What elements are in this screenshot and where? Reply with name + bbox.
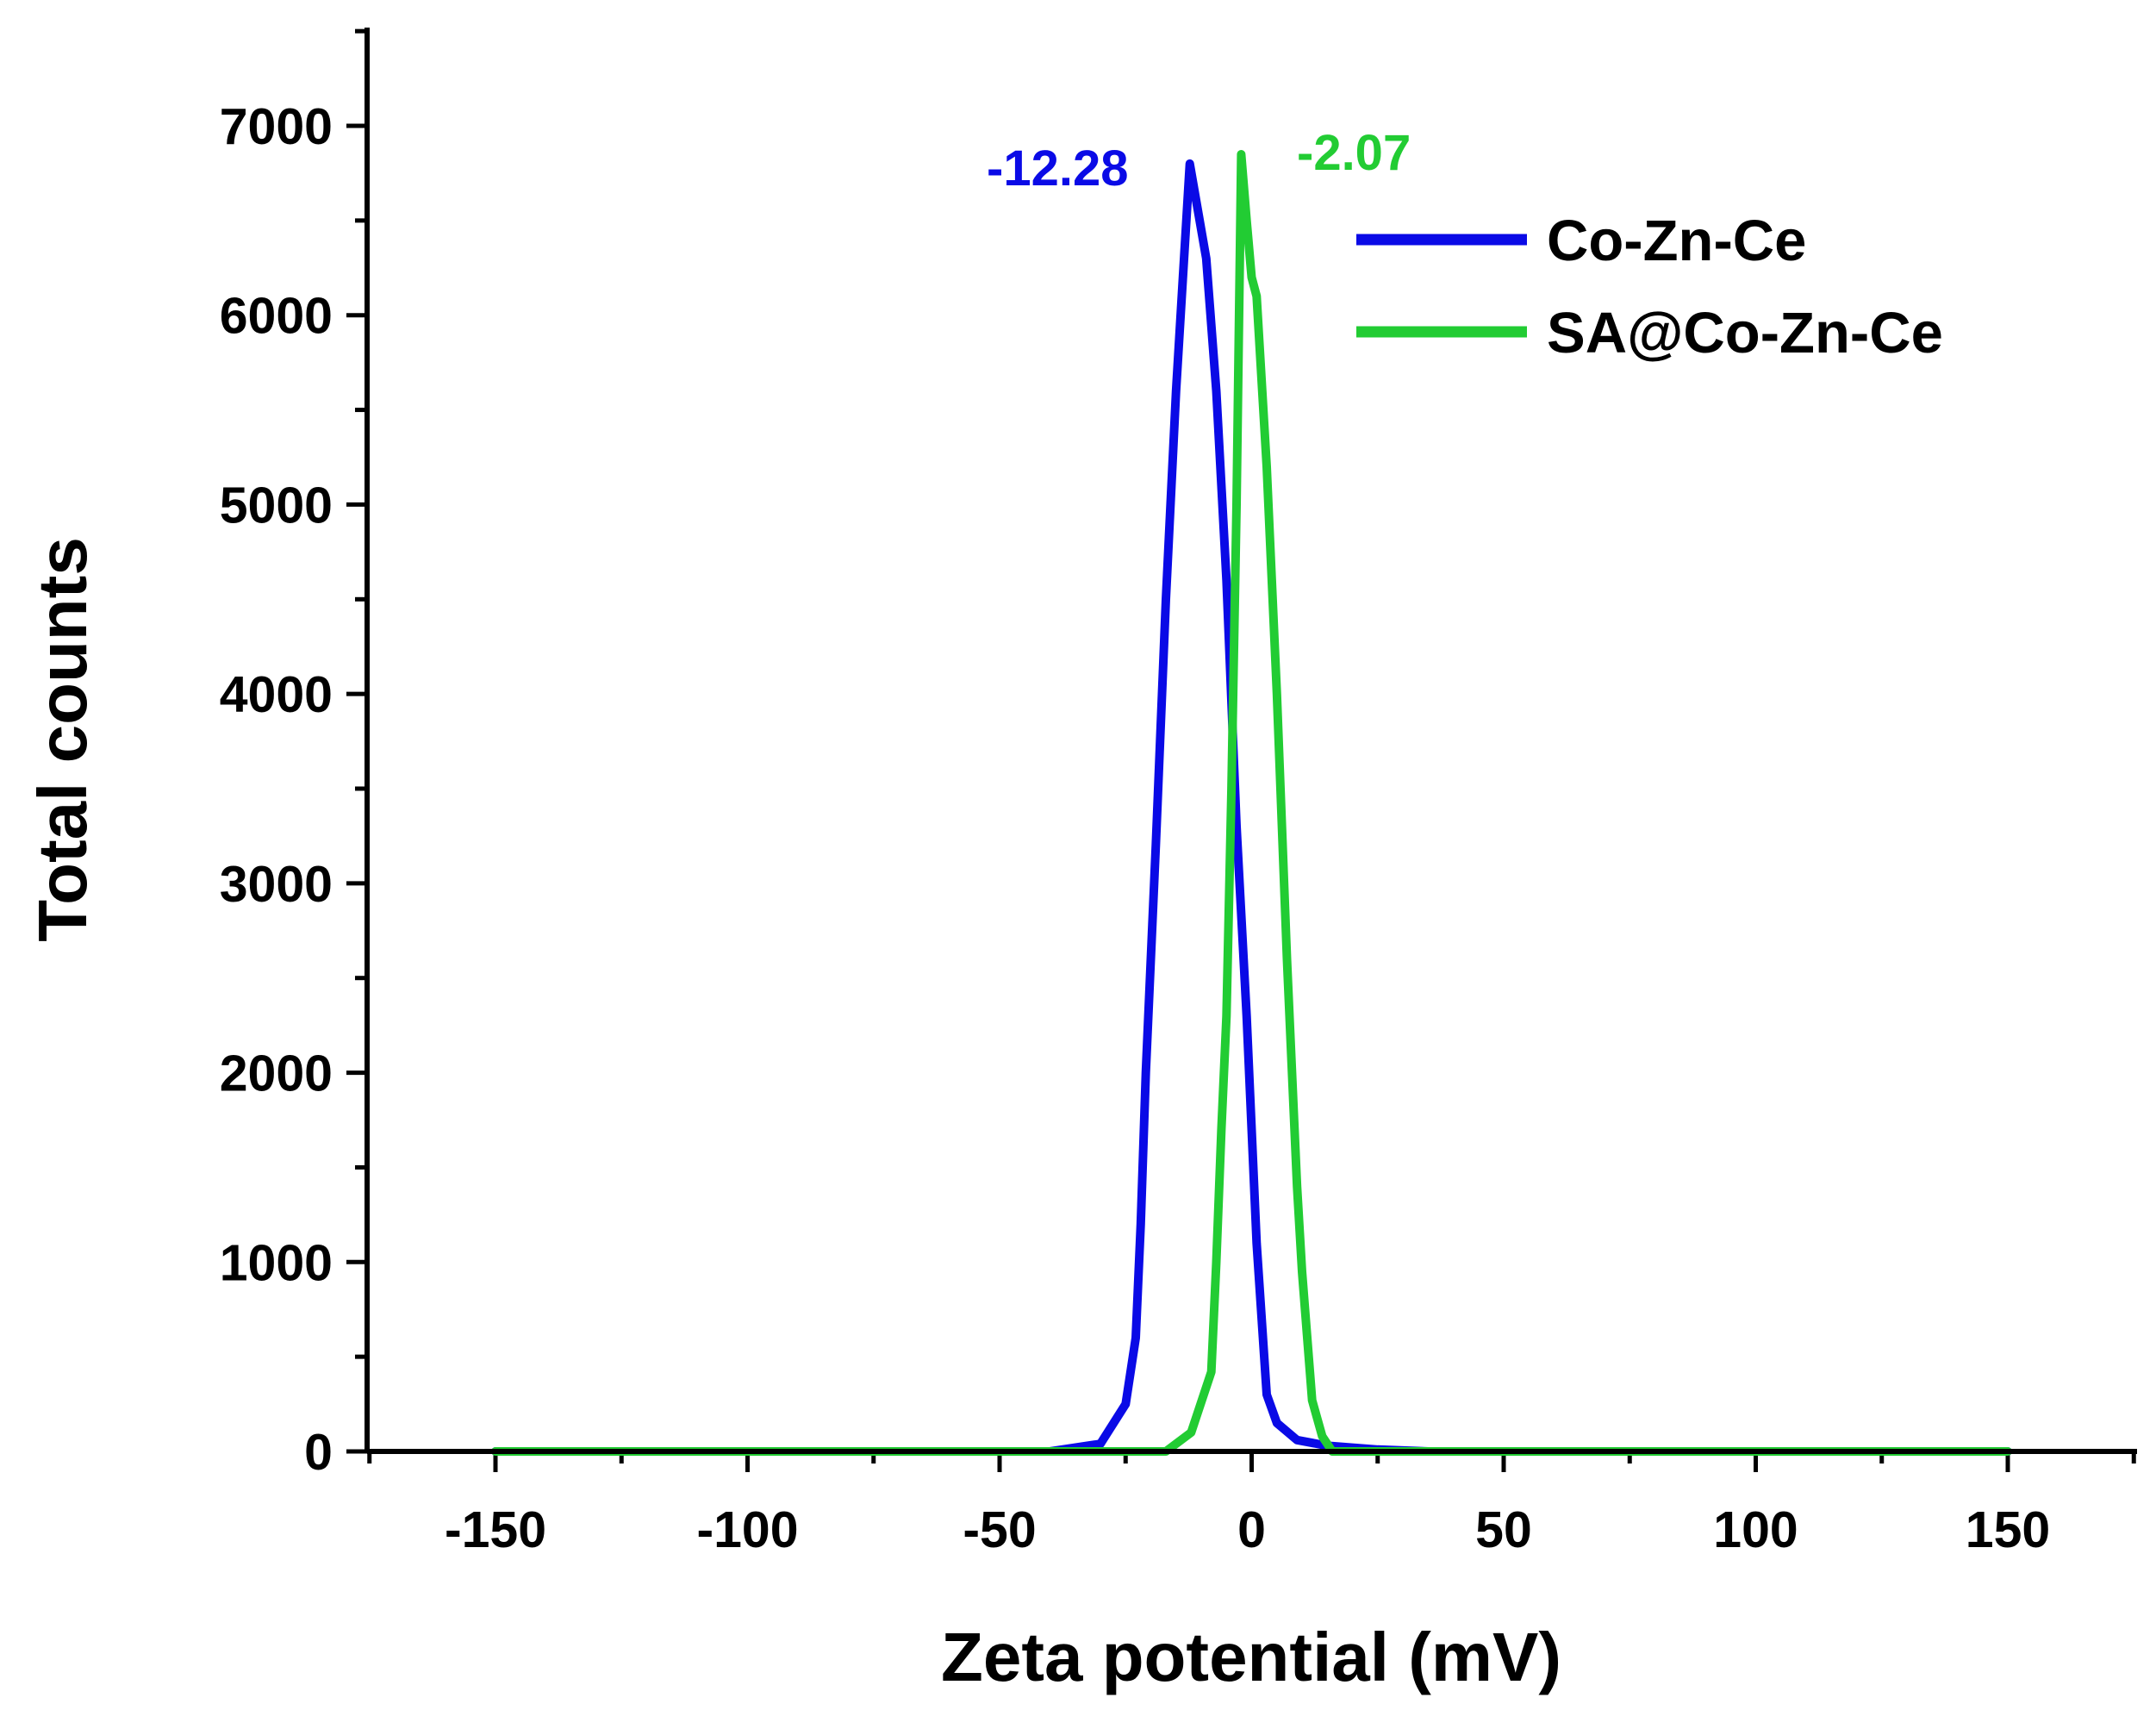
x-tick-label: -150 [445,1501,546,1558]
y-axis-title: Total counts [24,537,101,942]
y-tick-label: 7000 [220,98,333,155]
x-tick-label: -50 [963,1501,1036,1558]
y-tick-label: 1000 [220,1234,333,1291]
x-tick-label: 50 [1475,1501,1532,1558]
series-layer [491,150,2012,1456]
legend: Co-Zn-Ce SA@Co-Zn-Ce [1356,209,1943,365]
peak-label-sa-co-zn-ce: -2.07 [1297,125,1411,181]
y-tick-label: 2000 [220,1045,333,1102]
y-tick-label: 5000 [220,477,333,534]
x-tick-label: 100 [1713,1501,1798,1558]
ticks-layer: -150 -100 -50 0 50 100 150 0 1000 2000 3000 4000 500… [220,28,2136,1558]
x-axis-title: Zeta potential (mV) [941,1619,1561,1695]
series-line-co-zn-ce [491,159,2012,1456]
y-tick-label: 3000 [220,856,333,913]
y-tick-label: 0 [304,1424,333,1481]
x-tick-label: 0 [1237,1501,1266,1558]
series-line-sa-co-zn-ce [491,150,2012,1456]
y-tick-label: 4000 [220,666,333,723]
x-tick-label: -100 [696,1501,798,1558]
legend-label-sa-co-zn-ce: SA@Co-Zn-Ce [1547,301,1943,365]
y-tick-label: 6000 [220,288,333,345]
legend-label-co-zn-ce: Co-Zn-Ce [1547,209,1806,273]
peak-label-co-zn-ce: -12.28 [987,140,1128,197]
x-tick-label: 150 [1966,1501,2050,1558]
